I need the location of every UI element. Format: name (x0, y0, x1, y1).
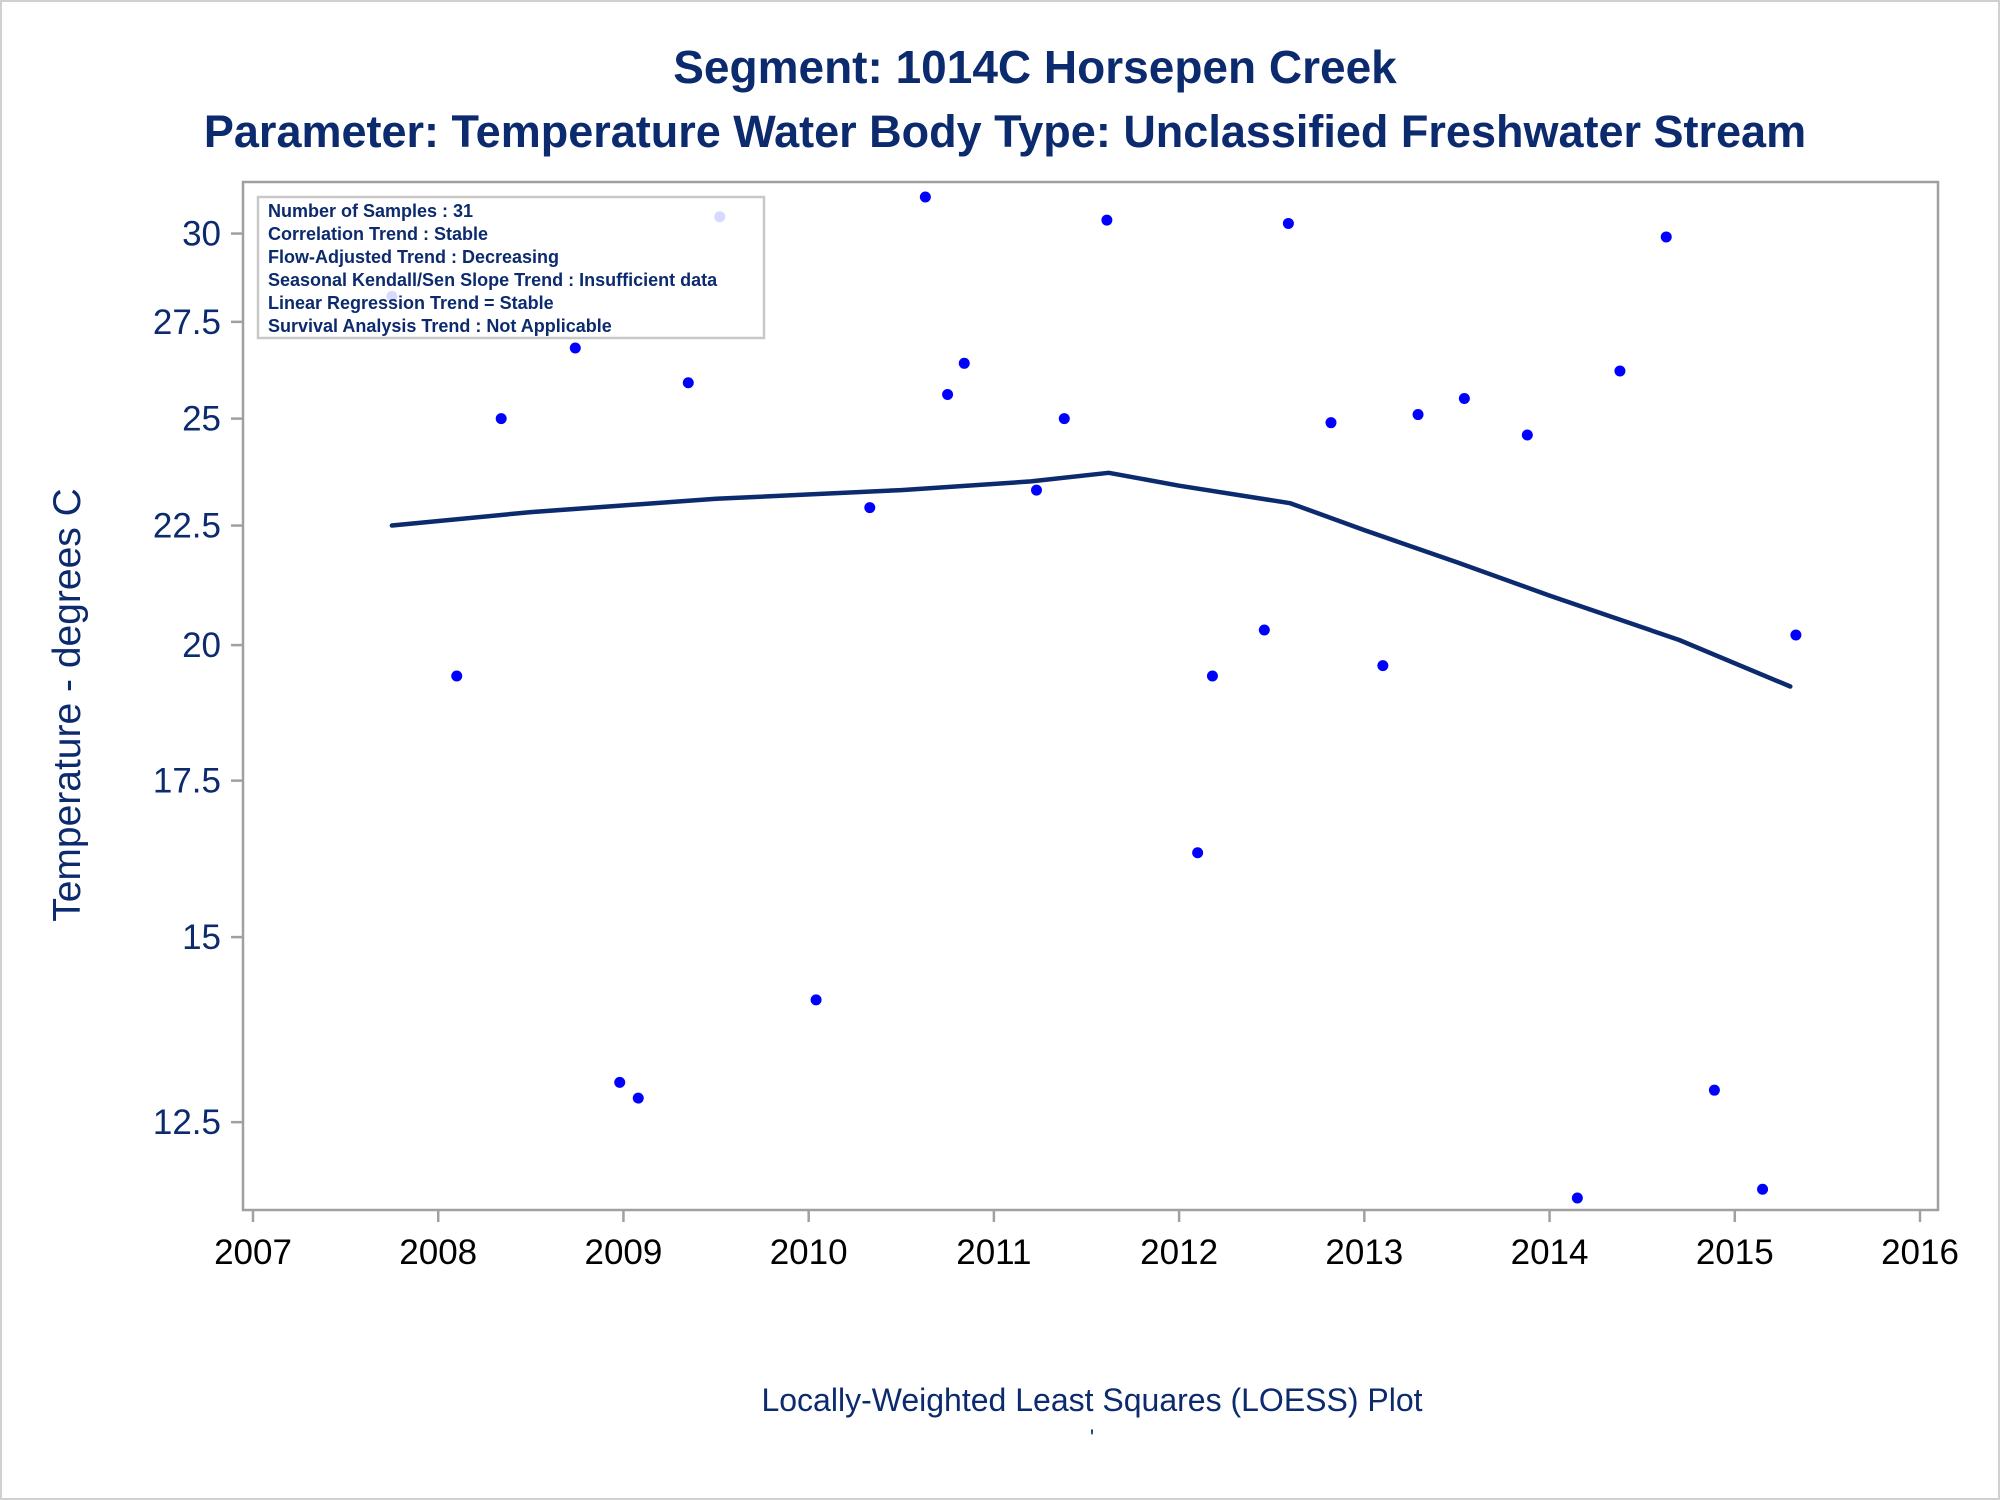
loess-line-group (389, 470, 1793, 689)
data-point (1030, 484, 1042, 496)
chart-title: Segment: 1014C Horsepen Creek (673, 41, 1397, 93)
x-tick-label: 2008 (399, 1233, 477, 1272)
data-point (1412, 409, 1424, 421)
data-point (1258, 624, 1270, 636)
stats-line-flow-adjusted: Flow-Adjusted Trend : Decreasing (268, 247, 559, 267)
stats-legend: Number of Samples : 31 Correlation Trend… (256, 195, 766, 340)
y-tick-label: 22.5 (153, 507, 221, 546)
x-tick-label: 2009 (585, 1233, 663, 1272)
x-tick-label: 2016 (1881, 1233, 1959, 1272)
data-point (1660, 231, 1672, 243)
y-axis: 12.5 15 17.5 20 22.5 25 27.5 30 (153, 215, 243, 1142)
stats-legend-box (256, 195, 766, 340)
stats-line-seasonal-kendall: Seasonal Kendall/Sen Slope Trend : Insuf… (268, 270, 718, 290)
data-point (1571, 1192, 1583, 1204)
data-point (614, 1076, 626, 1088)
x-tick-label: 2011 (956, 1233, 1031, 1272)
data-point (1325, 417, 1337, 429)
data-point (810, 994, 822, 1006)
data-point (1614, 365, 1626, 377)
plot-area (241, 180, 1940, 1212)
y-tick-label: 30 (182, 215, 221, 254)
y-tick-label: 27.5 (153, 303, 221, 342)
data-point (495, 413, 507, 425)
data-point (1521, 429, 1533, 441)
data-point (1458, 393, 1470, 405)
y-tick-label: 15 (182, 918, 221, 957)
data-point (1058, 413, 1070, 425)
data-point (569, 342, 581, 354)
stats-line-samples: Number of Samples : 31 (268, 201, 473, 221)
x-axis: 2007 2008 2009 2010 2011 2012 2013 2014 2015 2016 (214, 1210, 1959, 1272)
data-point (1377, 660, 1389, 672)
x-tick-label: 2010 (770, 1233, 848, 1272)
data-point (1192, 847, 1204, 859)
x-tick-label: 2013 (1325, 1233, 1403, 1272)
data-point (451, 670, 463, 682)
footnote-mark: ' (1090, 1425, 1094, 1450)
stats-line-survival: Survival Analysis Trend : Not Applicable (268, 316, 612, 336)
x-tick-label: 2015 (1696, 1233, 1774, 1272)
stats-line-correlation: Correlation Trend : Stable (268, 224, 488, 244)
loess-line (389, 470, 1793, 689)
data-point (1101, 214, 1113, 226)
x-axis-label: Locally-Weighted Least Squares (LOESS) P… (761, 1382, 1422, 1418)
data-point (919, 191, 931, 203)
y-tick-label: 25 (182, 400, 221, 439)
data-point (632, 1092, 644, 1104)
data-point (958, 357, 970, 369)
stats-line-linear-regression: Linear Regression Trend = Stable (268, 293, 554, 313)
data-point (1757, 1183, 1769, 1195)
x-tick-label: 2007 (214, 1233, 292, 1272)
y-tick-label: 12.5 (153, 1103, 221, 1142)
y-tick-label: 20 (182, 626, 221, 665)
chart-subtitle: Parameter: Temperature Water Body Type: … (204, 106, 1806, 157)
data-point (942, 389, 954, 401)
data-point (864, 502, 876, 514)
x-tick-label: 2014 (1511, 1233, 1589, 1272)
data-points (386, 191, 1802, 1204)
data-point (682, 377, 694, 389)
y-axis-label: Temperature - degrees C (46, 488, 89, 922)
data-point (1206, 670, 1218, 682)
x-tick-label: 2012 (1140, 1233, 1218, 1272)
data-point (1708, 1084, 1720, 1096)
data-point (1790, 629, 1802, 641)
y-tick-label: 17.5 (153, 762, 221, 801)
data-point (1282, 217, 1294, 229)
